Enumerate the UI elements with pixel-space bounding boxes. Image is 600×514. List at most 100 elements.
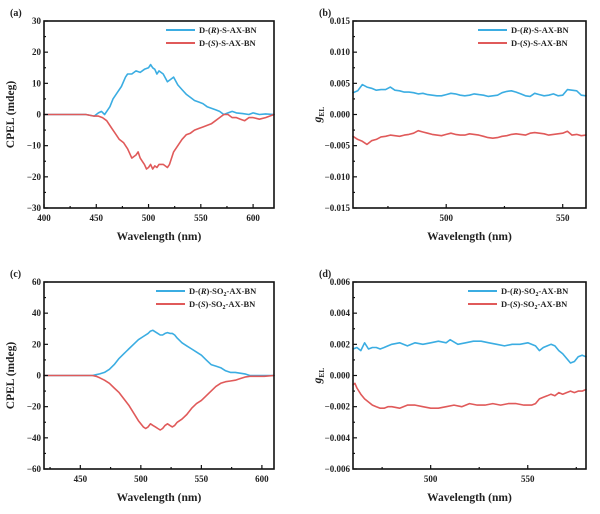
y-axis-title: gEL <box>312 107 326 124</box>
x-tick-label: 600 <box>255 474 269 484</box>
legend-label-part: D-( <box>501 299 513 309</box>
x-tick-label: 600 <box>246 213 260 223</box>
y-tick-label: 60 <box>32 277 42 287</box>
y-tick-label: −0.015 <box>325 203 351 213</box>
legend: D-(R)-SO2-AX-BND-(S)-SO2-AX-BN <box>156 286 257 311</box>
legend-label-part: )-S-AX-BN <box>528 38 569 48</box>
legend-label: D-(R)-SO2-AX-BN <box>501 286 569 298</box>
y-tick-label: 20 <box>32 339 42 349</box>
legend-label-part: )-SO <box>518 286 535 296</box>
x-axis-title: Wavelength (nm) <box>427 231 512 243</box>
y-axis-title-main: g <box>312 377 324 384</box>
y-axis-title: CPEL (mdeg) <box>5 81 17 149</box>
y-tick-label: −0.004 <box>325 433 351 443</box>
y-tick-label: 0 <box>37 110 42 120</box>
legend-label-part: D-( <box>189 286 201 296</box>
y-tick-label: 0.010 <box>330 47 351 57</box>
y-tick-label: −0.005 <box>325 141 351 151</box>
x-tick-label: 450 <box>74 474 88 484</box>
legend-label-part: )-SO <box>206 299 223 309</box>
y-tick-label: 20 <box>32 47 42 57</box>
x-tick-label: 500 <box>424 474 438 484</box>
x-tick-label: 500 <box>142 213 156 223</box>
y-axis-title-sub: EL <box>317 107 326 117</box>
legend-label-part: R <box>522 25 529 35</box>
legend-label-part: 2 <box>223 292 226 298</box>
legend-label: D-(S)-S-AX-BN <box>511 38 569 48</box>
y-axis-title: gEL <box>312 368 326 385</box>
chart-panel-d: 500 550 −0.006 −0.004 −0.002 0.000 0.002 0.004 0… <box>312 269 587 504</box>
legend: D-(R)-S-AX-BND-(S)-S-AX-BN <box>166 25 257 48</box>
y-tick-label: −0.002 <box>325 402 351 412</box>
x-tick-label: 400 <box>37 213 51 223</box>
series-line-red <box>43 113 275 170</box>
legend-label: D-(S)-SO2-AX-BN <box>501 299 568 311</box>
series-line-blue <box>352 83 587 98</box>
x-axis-title: Wavelength (nm) <box>117 492 202 504</box>
series-line-red <box>352 382 587 409</box>
legend-label-part: -AX-BN <box>226 286 257 296</box>
legend-label-part: D-( <box>511 25 523 35</box>
y-tick-label: 40 <box>32 308 42 318</box>
legend-label-part: R <box>512 286 519 296</box>
y-tick-label: 30 <box>32 16 42 26</box>
legend-label: D-(R)-S-AX-BN <box>199 25 257 35</box>
plot-frame <box>352 20 587 209</box>
legend-label-part: )-SO <box>206 286 223 296</box>
y-tick-label: 0.002 <box>330 339 351 349</box>
legend-label-part: )-SO <box>518 299 535 309</box>
y-tick-label: −10 <box>27 141 42 151</box>
legend: D-(R)-S-AX-BND-(S)-S-AX-BN <box>478 25 569 48</box>
y-tick-label: −0.010 <box>325 172 351 182</box>
legend-label-part: D-( <box>511 38 523 48</box>
legend-label: D-(R)-S-AX-BN <box>511 25 569 35</box>
legend-label-part: -AX-BN <box>538 299 569 309</box>
series-line-red <box>43 374 275 431</box>
legend-label-part: -AX-BN <box>538 286 569 296</box>
legend-label: D-(S)-SO2-AX-BN <box>189 299 256 311</box>
panel-label: (a) <box>10 8 22 19</box>
legend-label-part: D-( <box>199 38 211 48</box>
legend-label-part: -AX-BN <box>226 299 257 309</box>
x-tick-label: 500 <box>134 474 148 484</box>
series-line-blue <box>43 329 275 377</box>
y-tick-label: 0.000 <box>330 110 351 120</box>
legend-label-part: 2 <box>223 305 226 311</box>
y-tick-label: 0.006 <box>330 277 351 287</box>
panel-label: (d) <box>319 269 331 280</box>
legend-label-part: )-S-AX-BN <box>216 25 257 35</box>
legend-label-part: )-S-AX-BN <box>216 38 257 48</box>
legend-label-part: S <box>201 299 206 309</box>
series-line-blue <box>43 63 275 117</box>
legend-label: D-(S)-S-AX-BN <box>199 38 257 48</box>
y-tick-label: −30 <box>27 203 42 213</box>
y-tick-label: 0.005 <box>330 78 351 88</box>
legend-label-part: S <box>513 299 518 309</box>
series-line-blue <box>352 338 587 364</box>
x-tick-label: 450 <box>90 213 104 223</box>
x-tick-label: 550 <box>195 474 209 484</box>
legend-label-part: D-( <box>199 25 211 35</box>
panel-label: (c) <box>10 269 21 280</box>
legend-label-part: S <box>523 38 528 48</box>
x-tick-label: 550 <box>521 474 535 484</box>
plot-frame <box>352 281 587 470</box>
y-axis-title-sub: EL <box>317 368 326 378</box>
chart-panel-c: 450 500 550 600 −60 −40 −20 0 20 40 60 (c) Wavelengt… <box>5 269 275 504</box>
y-tick-label: 0.004 <box>330 308 351 318</box>
y-tick-label: −0.006 <box>325 464 351 474</box>
y-axis-title: CPEL (mdeg) <box>5 342 17 410</box>
y-tick-label: −60 <box>27 464 42 474</box>
legend-label-part: R <box>200 286 207 296</box>
panel-label: (b) <box>319 8 331 19</box>
legend-label-part: )-S-AX-BN <box>528 25 569 35</box>
y-tick-label: −40 <box>27 433 42 443</box>
x-tick-label: 550 <box>194 213 208 223</box>
legend-label-part: R <box>210 25 217 35</box>
y-tick-label: 0.015 <box>330 16 351 26</box>
y-tick-label: −20 <box>27 172 42 182</box>
y-tick-label: −20 <box>27 402 42 412</box>
x-tick-label: 550 <box>556 213 570 223</box>
legend-label: D-(R)-SO2-AX-BN <box>189 286 257 298</box>
x-tick-label: 500 <box>439 213 453 223</box>
